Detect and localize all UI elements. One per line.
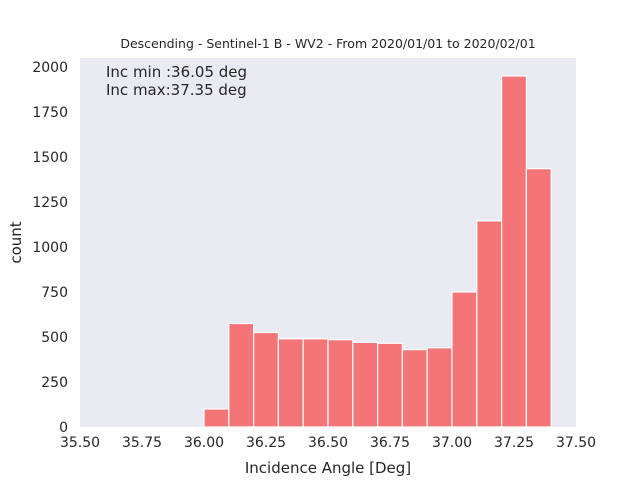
y-tick-labels: 0 250 500 750 1000 1250 1500 1750 2000 (32, 60, 68, 436)
histogram-bar (228, 322, 255, 428)
histogram-bar (253, 331, 280, 428)
x-axis-label: Incidence Angle [Deg] (245, 459, 411, 477)
y-tick-label: 1750 (32, 105, 68, 121)
x-tick-label: 37.50 (556, 435, 596, 451)
histogram-bar (352, 341, 379, 428)
histogram-bar (426, 347, 453, 428)
y-tick-label: 250 (41, 375, 68, 391)
histogram-bar (377, 342, 404, 428)
histogram-bar (476, 220, 503, 428)
y-tick-label: 2000 (32, 60, 68, 76)
y-tick-label: 500 (41, 330, 68, 346)
x-tick-label: 36.50 (308, 435, 348, 451)
x-tick-labels: 35.50 35.75 36.00 36.25 36.50 36.75 37.00 37.25… (60, 435, 596, 451)
y-tick-label: 750 (41, 285, 68, 301)
histogram-bar (525, 168, 552, 428)
histogram-bar (451, 291, 478, 428)
annotation-inc-min: Inc min :36.05 deg (106, 63, 247, 81)
x-tick-label: 37.25 (494, 435, 534, 451)
y-axis-label: count (7, 221, 25, 263)
y-tick-label: 0 (59, 420, 68, 436)
x-tick-label: 37.00 (432, 435, 472, 451)
bars-group (203, 75, 552, 428)
x-tick-label: 35.75 (122, 435, 162, 451)
x-tick-label: 35.50 (60, 435, 100, 451)
histogram-bar (302, 338, 329, 428)
x-tick-label: 36.75 (370, 435, 410, 451)
histogram-bar (327, 339, 354, 428)
chart-title: Descending - Sentinel-1 B - WV2 - From 2… (120, 36, 535, 51)
y-tick-label: 1000 (32, 240, 68, 256)
histogram-bar (401, 349, 428, 428)
x-tick-label: 36.00 (184, 435, 224, 451)
x-tick-label: 36.25 (246, 435, 286, 451)
y-tick-label: 1500 (32, 150, 68, 166)
histogram-bar (277, 338, 304, 428)
y-tick-label: 1250 (32, 195, 68, 211)
annotation-inc-max: Inc max:37.35 deg (106, 81, 247, 99)
histogram-bar (501, 75, 528, 428)
histogram-bar (203, 408, 230, 428)
